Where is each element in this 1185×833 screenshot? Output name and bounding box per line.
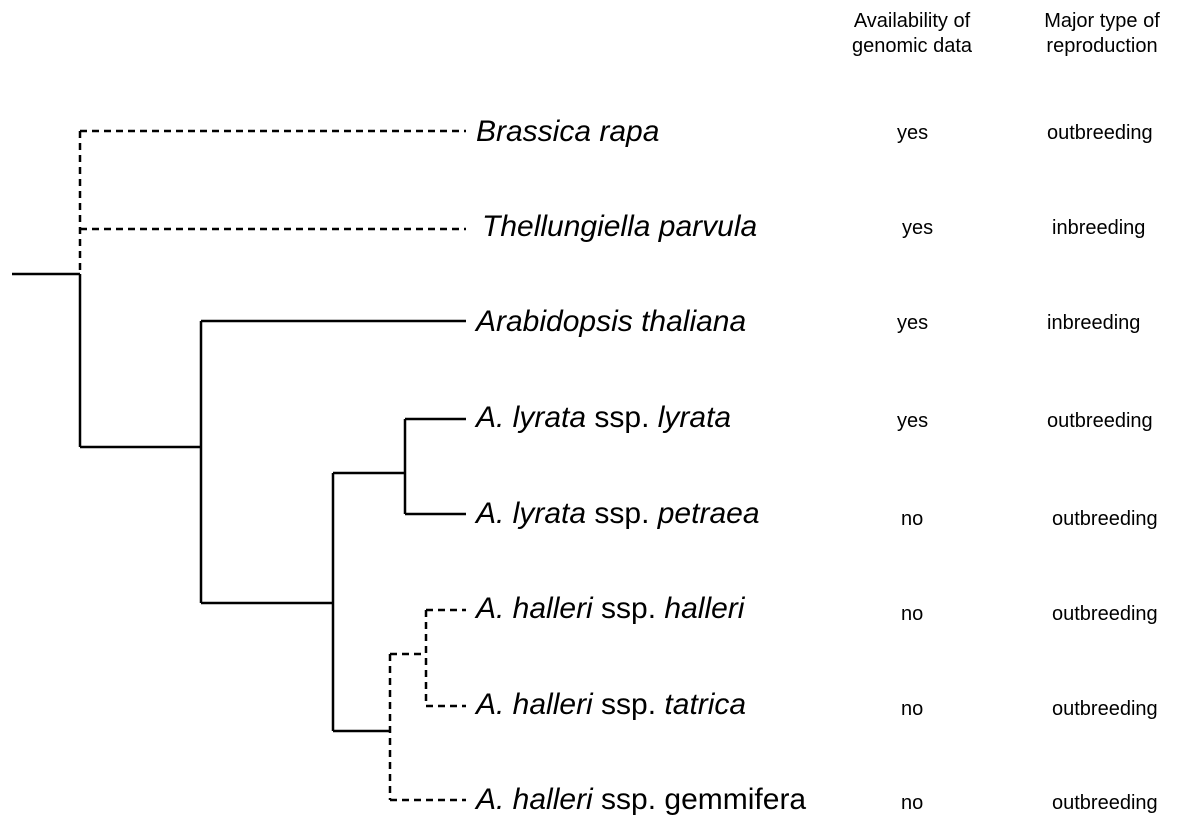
taxon-subspecies: petraea <box>657 497 760 530</box>
taxon-name: Thellungiella parvula <box>482 210 758 243</box>
reproduction-type: outbreeding <box>1047 122 1153 144</box>
taxon-label: Brassica rapa <box>476 114 659 150</box>
taxon-species: A. halleri <box>476 592 593 625</box>
reproduction-type: outbreeding <box>1047 410 1153 432</box>
taxon-label: Arabidopsis thaliana <box>476 304 746 340</box>
genomic-availability: yes <box>902 217 934 239</box>
reproduction-type: inbreeding <box>1052 217 1146 239</box>
taxon-subspecies: tatrica <box>664 688 747 721</box>
taxon-rank: ssp. <box>586 497 658 530</box>
reproduction-type: outbreeding <box>1052 698 1158 720</box>
header-reproduction: Major type of reproduction <box>1002 9 1185 59</box>
header-reproduction-line-1: Major type of <box>1044 10 1160 32</box>
taxon-species: A. halleri <box>476 783 593 816</box>
reproduction-type: outbreeding <box>1052 603 1158 625</box>
genomic-availability: no <box>901 698 924 720</box>
taxon-label: A. lyrata ssp. petraea <box>476 496 760 532</box>
taxon-label: A. halleri ssp. gemmifera <box>476 782 806 818</box>
taxon-label: Thellungiella parvula <box>482 209 757 245</box>
taxon-species: A. lyrata <box>476 401 587 434</box>
reproduction-type: outbreeding <box>1052 792 1158 814</box>
taxon-rank-subspecies: ssp. gemmifera <box>592 783 807 816</box>
taxon-subspecies: lyrata <box>657 401 732 434</box>
taxon-name: Arabidopsis thaliana <box>476 305 747 338</box>
genomic-availability: yes <box>897 312 929 334</box>
header-genomic-line-2: genomic data <box>851 35 973 57</box>
header-reproduction-line-2: reproduction <box>1046 35 1158 57</box>
header-genomic-data: Availability of genomic data <box>812 9 1012 59</box>
taxon-label: A. lyrata ssp. lyrata <box>476 400 731 436</box>
taxon-subspecies: halleri <box>664 592 745 625</box>
genomic-availability: no <box>901 792 924 814</box>
reproduction-type: inbreeding <box>1047 312 1141 334</box>
genomic-availability: no <box>901 508 924 530</box>
taxon-rank: ssp. <box>592 592 665 625</box>
taxon-label: A. halleri ssp. halleri <box>476 591 744 627</box>
genomic-availability: yes <box>897 410 929 432</box>
genomic-availability: yes <box>897 122 929 144</box>
header-genomic-line-1: Availability of <box>853 10 971 32</box>
reproduction-type: outbreeding <box>1052 508 1158 530</box>
taxon-rank: ssp. <box>586 401 658 434</box>
taxon-name: Brassica rapa <box>476 115 660 148</box>
taxon-label: A. halleri ssp. tatrica <box>476 687 746 723</box>
genomic-availability: no <box>901 603 924 625</box>
taxon-species: A. lyrata <box>476 497 587 530</box>
taxon-rank: ssp. <box>592 688 665 721</box>
taxon-species: A. halleri <box>476 688 593 721</box>
